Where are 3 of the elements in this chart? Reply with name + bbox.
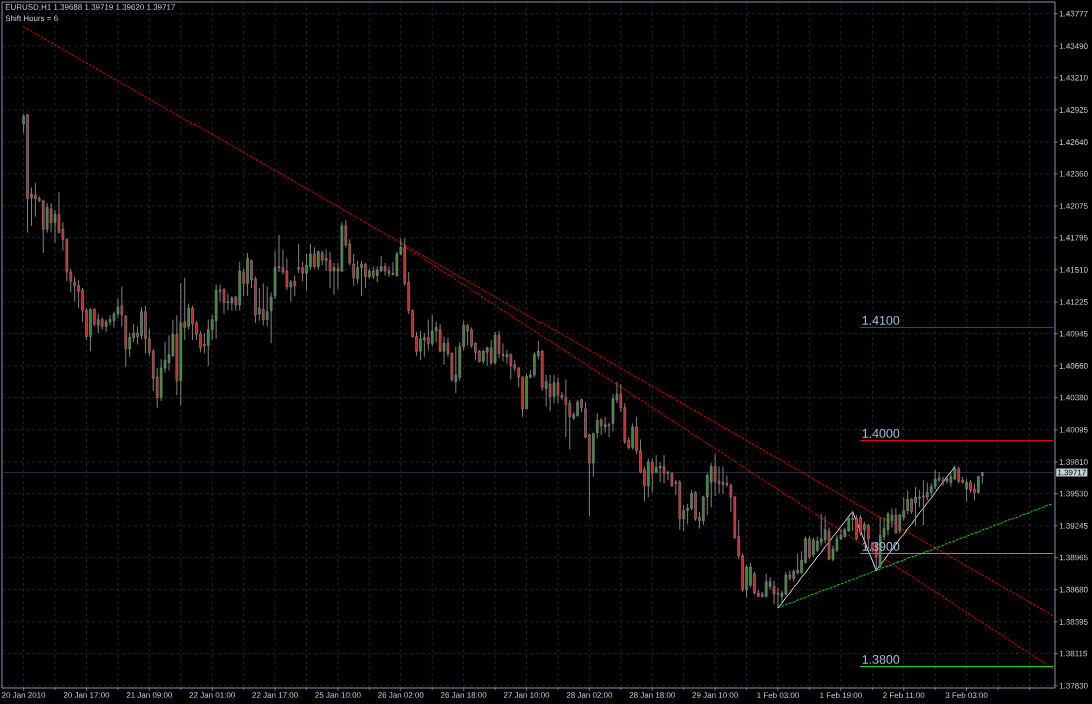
- series-label: 1.4100: [862, 315, 900, 325]
- series-label: 1.3800: [862, 655, 900, 664]
- series-label: 1.4000: [862, 428, 900, 438]
